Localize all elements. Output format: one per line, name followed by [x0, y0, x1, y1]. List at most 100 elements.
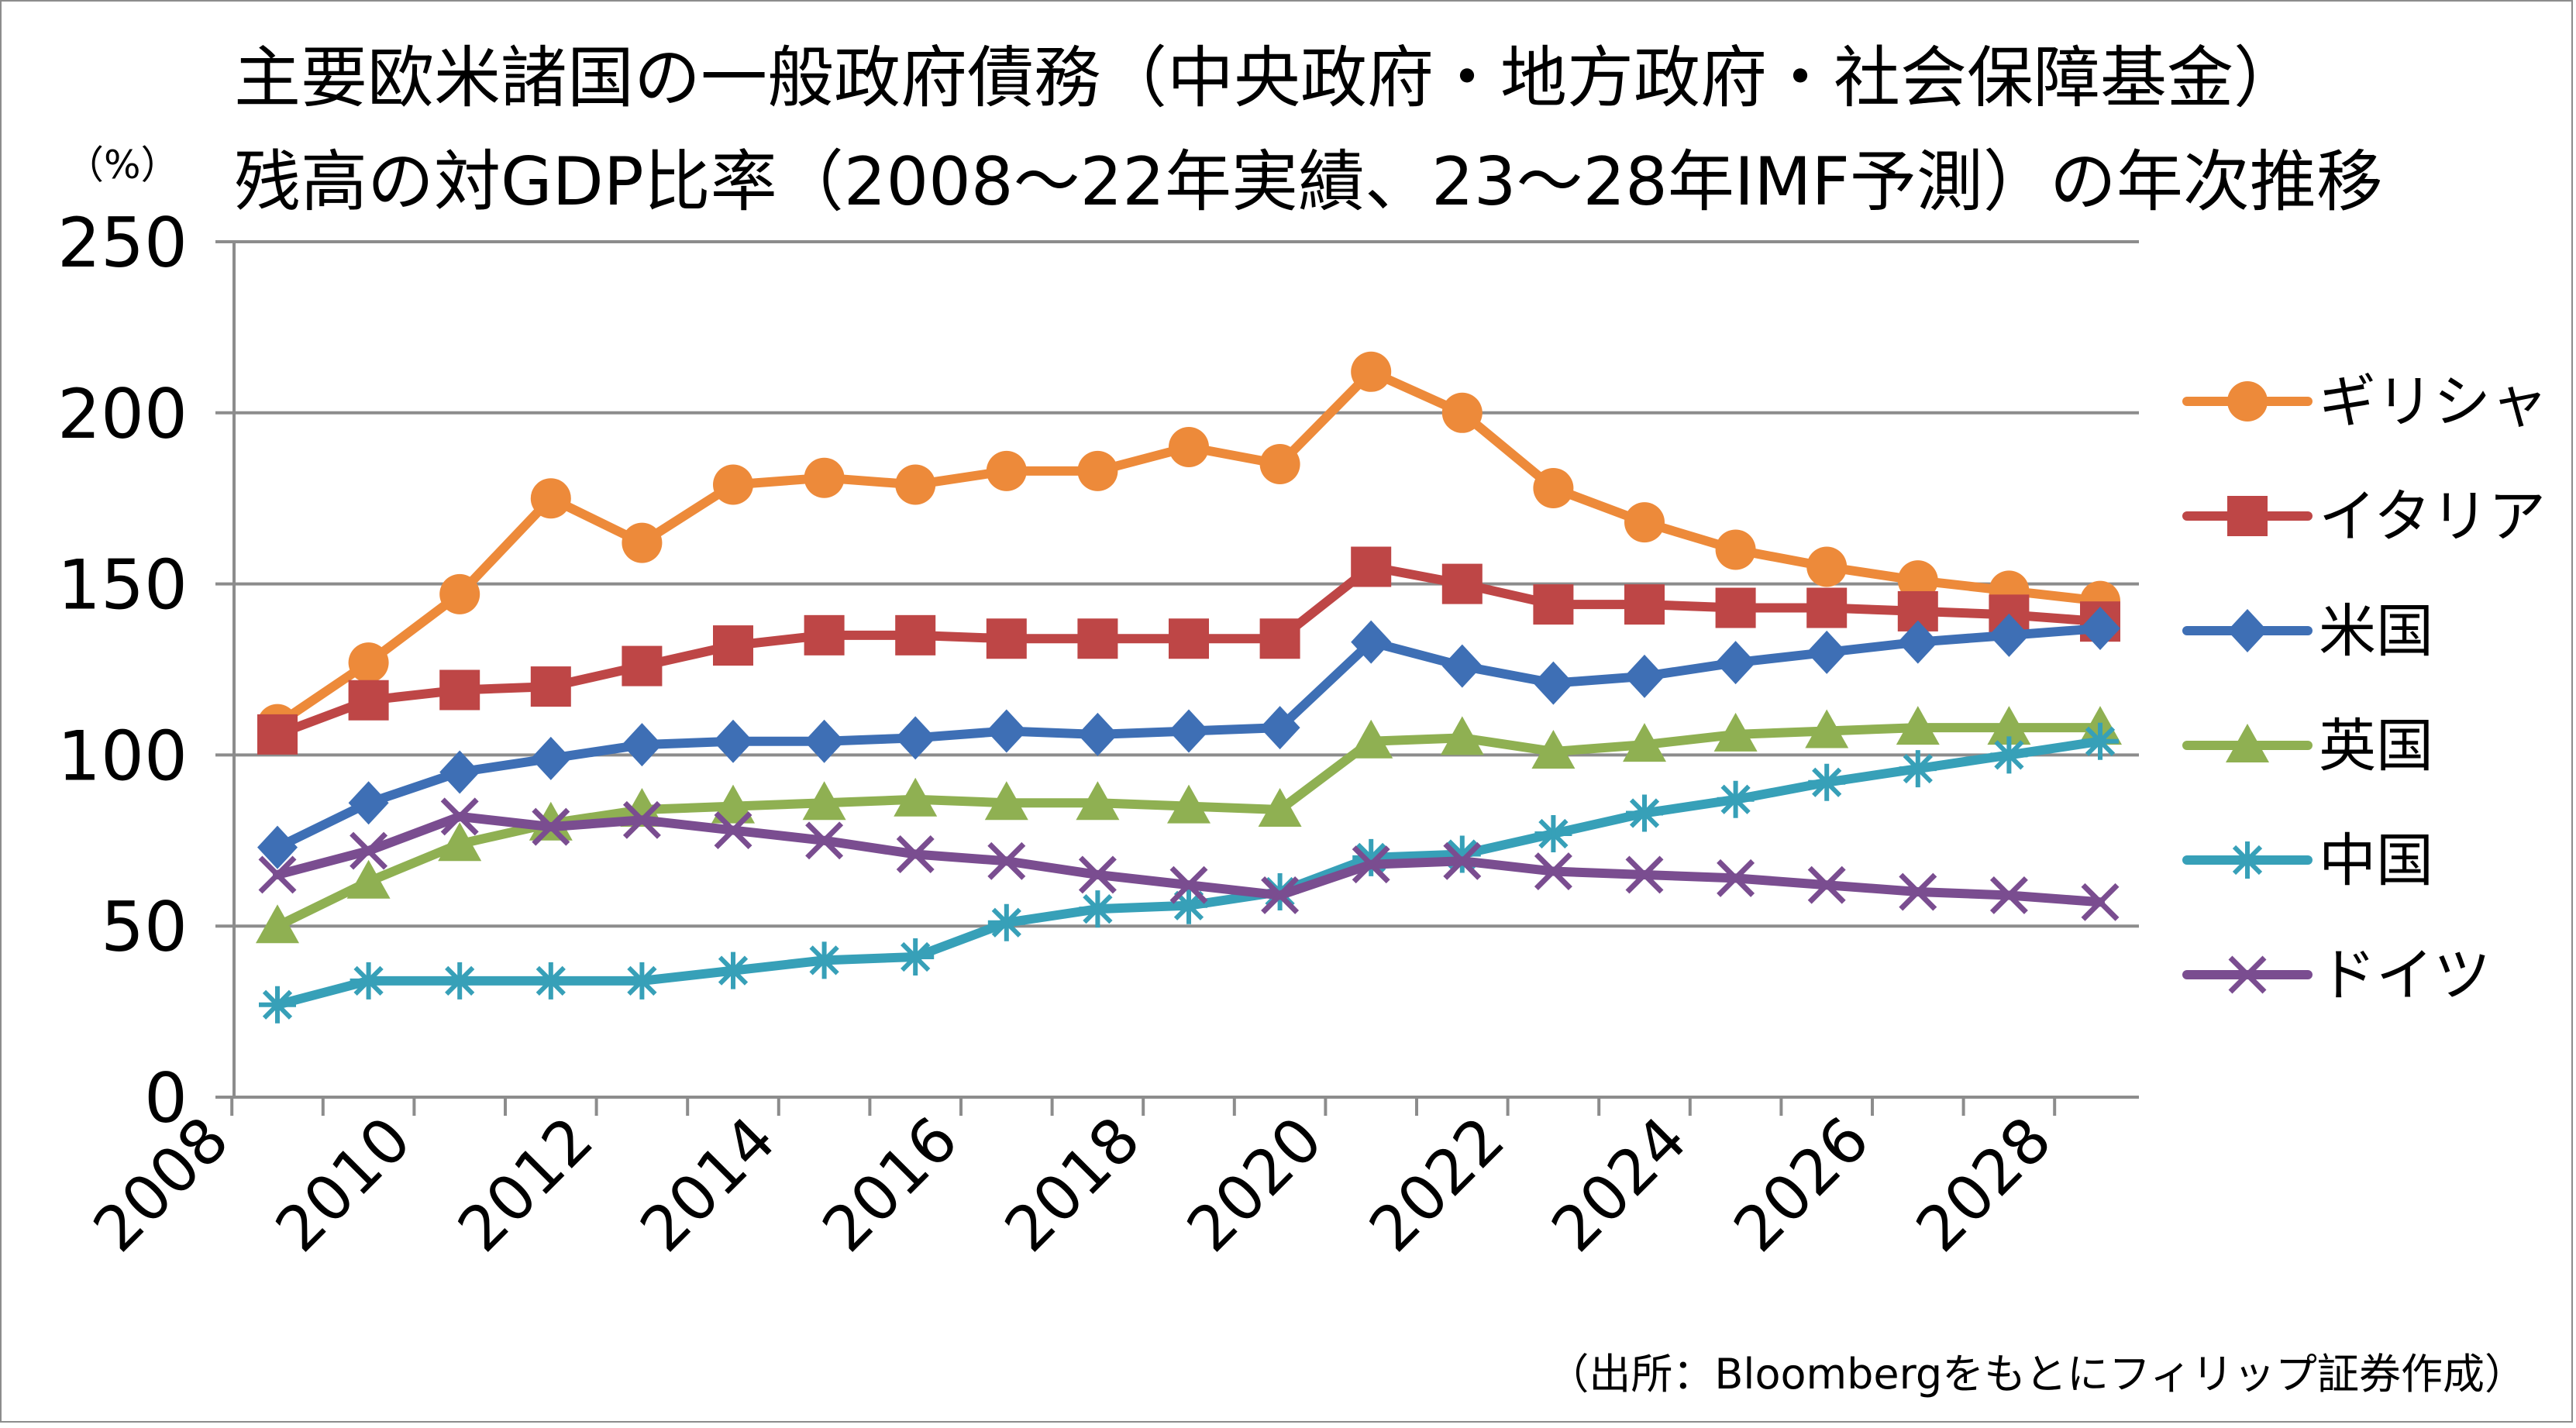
data-point-0-2017: [1077, 450, 1118, 491]
data-point-3-2014: [802, 781, 846, 821]
data-point-5-2015: [896, 834, 935, 873]
data-point-2-2014: [804, 719, 845, 763]
legend-item-3: 英国: [2182, 713, 2433, 779]
data-point-4-2009: [350, 962, 387, 1000]
y-tick-label-100: 100: [57, 716, 188, 796]
x-tick-label-2014: 2014: [627, 1103, 790, 1266]
legend-marker-1: [2227, 496, 2268, 536]
data-point-1-2023: [1624, 584, 1665, 625]
data-point-4-2014: [805, 941, 843, 979]
data-point-1-2020: [1351, 546, 1392, 587]
legend-label-1: イタリア: [2319, 483, 2546, 550]
data-point-4-2022: [1534, 814, 1572, 852]
data-point-2-2013: [713, 719, 753, 763]
data-point-0-2023: [1624, 502, 1665, 543]
x-tick-label-2016: 2016: [809, 1103, 972, 1266]
data-point-5-2026: [1899, 872, 1937, 911]
data-point-4-2016: [987, 903, 1025, 941]
data-point-2-2021: [1441, 644, 1483, 688]
data-point-0-2010: [439, 573, 480, 614]
data-point-2-2009: [348, 781, 389, 825]
x-tick-label-2018: 2018: [991, 1103, 1154, 1266]
data-point-3-2024: [1713, 712, 1758, 752]
data-point-5-2008: [258, 855, 297, 894]
data-point-1-2012: [622, 645, 663, 686]
legend-label-3: 英国: [2319, 713, 2433, 779]
chart-subtitle: 残高の対GDP比率（2008〜22年実績、23〜28年IMF予測）の年次推移: [234, 143, 2383, 221]
x-tick-label-2022: 2022: [1355, 1103, 1518, 1266]
data-point-1-2017: [1077, 618, 1118, 659]
data-point-3-2022: [1531, 729, 1576, 769]
data-point-4-2008: [259, 986, 296, 1024]
data-point-3-2023: [1623, 723, 1666, 762]
data-point-3-2008: [256, 904, 299, 944]
data-point-4-2017: [1079, 890, 1117, 928]
legend-item-0: ギリシャ: [2182, 369, 2548, 435]
data-point-5-2018: [1169, 865, 1208, 904]
data-point-3-2010: [438, 822, 482, 862]
data-point-5-2021: [1443, 841, 1482, 880]
data-point-0-2018: [1169, 426, 1209, 467]
data-point-0-2022: [1533, 467, 1574, 508]
data-point-5-2024: [1717, 859, 1755, 897]
data-point-4-2020: [1352, 838, 1390, 876]
y-tick-label-250: 250: [57, 203, 188, 283]
source-note: （出所：Bloombergをもとにフィリップ証券作成）: [1547, 1350, 2526, 1399]
legend-marker-3: [2226, 724, 2269, 762]
data-point-2-2017: [1077, 712, 1118, 756]
data-point-5-2014: [805, 821, 844, 860]
data-point-1-2010: [439, 669, 480, 711]
data-point-3-2019: [1258, 788, 1302, 828]
data-point-4-2025: [1808, 763, 1846, 801]
data-point-4-2010: [441, 962, 479, 1000]
data-point-3-2020: [1349, 719, 1393, 759]
legend-item-2: 米国: [2182, 598, 2433, 665]
data-point-2-2028: [2080, 607, 2120, 651]
data-point-5-2023: [1625, 855, 1664, 894]
data-point-5-2020: [1352, 845, 1390, 884]
data-point-1-2011: [530, 666, 571, 707]
data-point-2-2011: [530, 736, 571, 780]
legend-marker-5: [2228, 955, 2267, 994]
legend-marker-4: [2229, 841, 2266, 879]
data-point-5-2013: [714, 811, 752, 850]
data-point-1-2013: [713, 625, 753, 666]
data-point-3-2026: [1896, 706, 1940, 745]
data-point-1-2008: [257, 714, 298, 755]
data-point-1-2014: [804, 614, 845, 656]
data-point-1-2019: [1259, 618, 1300, 659]
data-point-3-2013: [711, 784, 755, 824]
data-point-2-2010: [439, 750, 480, 794]
legend-item-1: イタリア: [2182, 483, 2546, 550]
series-5: [258, 797, 2120, 921]
x-tick-label-2020: 2020: [1173, 1103, 1336, 1266]
data-point-5-2009: [350, 831, 388, 870]
data-point-1-2009: [348, 680, 389, 721]
data-point-3-2025: [1805, 709, 1849, 748]
data-point-4-2024: [1717, 780, 1755, 818]
data-point-1-2015: [895, 614, 936, 656]
data-point-0-2015: [895, 464, 936, 505]
data-point-5-2010: [440, 797, 479, 836]
legend-item-5: ドイツ: [2182, 942, 2491, 1009]
data-point-4-2021: [1443, 835, 1481, 873]
data-point-4-2023: [1626, 794, 1663, 832]
legend-label-0: ギリシャ: [2319, 369, 2548, 435]
data-point-3-2016: [984, 781, 1028, 821]
data-point-0-2026: [1897, 560, 1938, 601]
data-point-3-2011: [529, 801, 573, 841]
data-point-0-2011: [530, 478, 571, 519]
x-tick-label-2012: 2012: [444, 1103, 607, 1266]
data-point-4-2026: [1899, 750, 1937, 788]
x-tick-label-2024: 2024: [1538, 1103, 1701, 1266]
data-point-4-2028: [2082, 722, 2119, 760]
x-tick-label-2028: 2028: [1903, 1103, 2065, 1266]
y-tick-label-50: 50: [101, 887, 188, 967]
data-point-2-2008: [257, 825, 298, 869]
data-point-5-2016: [987, 841, 1026, 880]
data-point-0-2013: [713, 464, 753, 505]
data-point-4-2013: [715, 951, 752, 989]
